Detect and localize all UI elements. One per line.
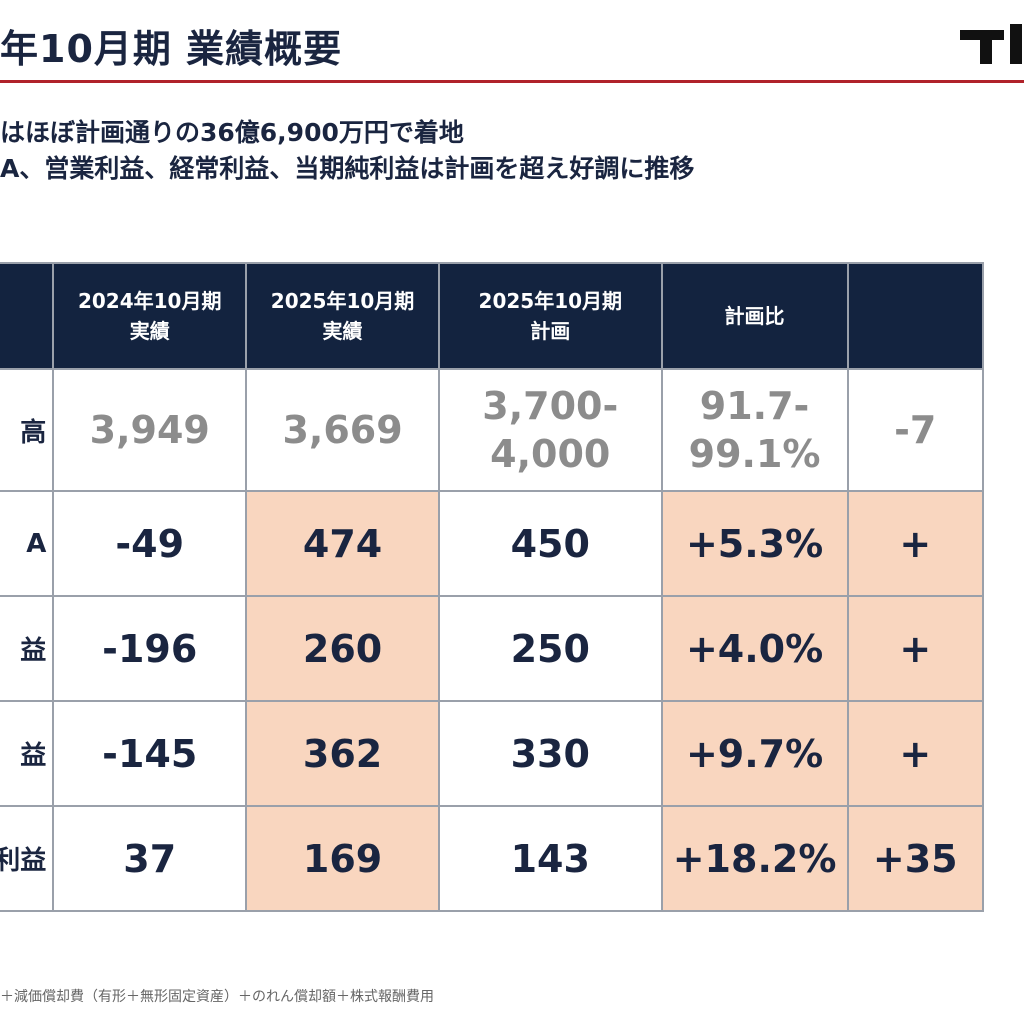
company-logo-icon [960,24,1022,64]
summary-bullet-2: A、営業利益、経常利益、当期純利益は計画を超え好調に推移 [0,154,695,183]
title-divider [0,80,1024,83]
table-cell: -7 [846,368,985,492]
header-cell-vs-plan: 計画比 [660,262,849,370]
table-cell: 330 [437,700,663,807]
table-cell-highlighted: +5.3% [660,490,849,597]
table-cell: 143 [437,805,663,912]
table-row: A -49 474 450 +5.3% + [0,490,985,597]
results-table: 2024年10月期 実績 2025年10月期 実績 2025年10月期 計画 計… [0,262,985,912]
row-label: 益 [0,700,55,807]
header-cell-fy2025-actual: 2025年10月期 実績 [245,262,440,370]
table-cell-highlighted: +9.7% [660,700,849,807]
table-cell-highlighted: +18.2% [660,805,849,912]
table-cell-highlighted: 260 [245,595,440,702]
table-row: 益 -196 260 250 +4.0% + [0,595,985,702]
table-row: 利益 37 169 143 +18.2% +35 [0,805,985,912]
summary-bullet-1: はほぼ計画通りの36億6,900万円で着地 [0,118,464,147]
row-label: 利益 [0,805,55,912]
table-cell-highlighted: 474 [245,490,440,597]
table-cell-highlighted: +4.0% [660,595,849,702]
table-cell: 3,949 [52,368,248,492]
row-label: 益 [0,595,55,702]
table-row: 高 3,949 3,669 3,700- 4,000 91.7- 99.1% -… [0,368,985,492]
row-label: A [0,490,55,597]
table-cell: -145 [52,700,248,807]
header-cell-fy2024-actual: 2024年10月期 実績 [52,262,248,370]
table-cell: -49 [52,490,248,597]
table-cell: 37 [52,805,248,912]
page-title: 年10月期 業績概要 [0,27,343,71]
table-cell: 450 [437,490,663,597]
table-cell: -196 [52,595,248,702]
table-cell: 3,669 [245,368,440,492]
table-row: 益 -145 362 330 +9.7% + [0,700,985,807]
table-cell-highlighted: + [846,700,985,807]
table-cell-highlighted: 169 [245,805,440,912]
table-cell-highlighted: + [846,490,985,597]
table-cell: 91.7- 99.1% [660,368,849,492]
unit-note: （ [1016,230,1024,256]
header-cell-yoy [846,262,985,370]
table-cell: 3,700- 4,000 [437,368,663,492]
table-cell: 250 [437,595,663,702]
table-cell-highlighted: 362 [245,700,440,807]
header-cell-item [0,262,55,370]
row-label: 高 [0,368,55,492]
footnote: ＋減価償却費（有形＋無形固定資産）＋のれん償却額＋株式報酬費用 [0,989,434,1005]
table-header-row: 2024年10月期 実績 2025年10月期 実績 2025年10月期 計画 計… [0,262,985,370]
header-cell-fy2025-plan: 2025年10月期 計画 [437,262,663,370]
table-cell-highlighted: +35 [846,805,985,912]
table-cell-highlighted: + [846,595,985,702]
